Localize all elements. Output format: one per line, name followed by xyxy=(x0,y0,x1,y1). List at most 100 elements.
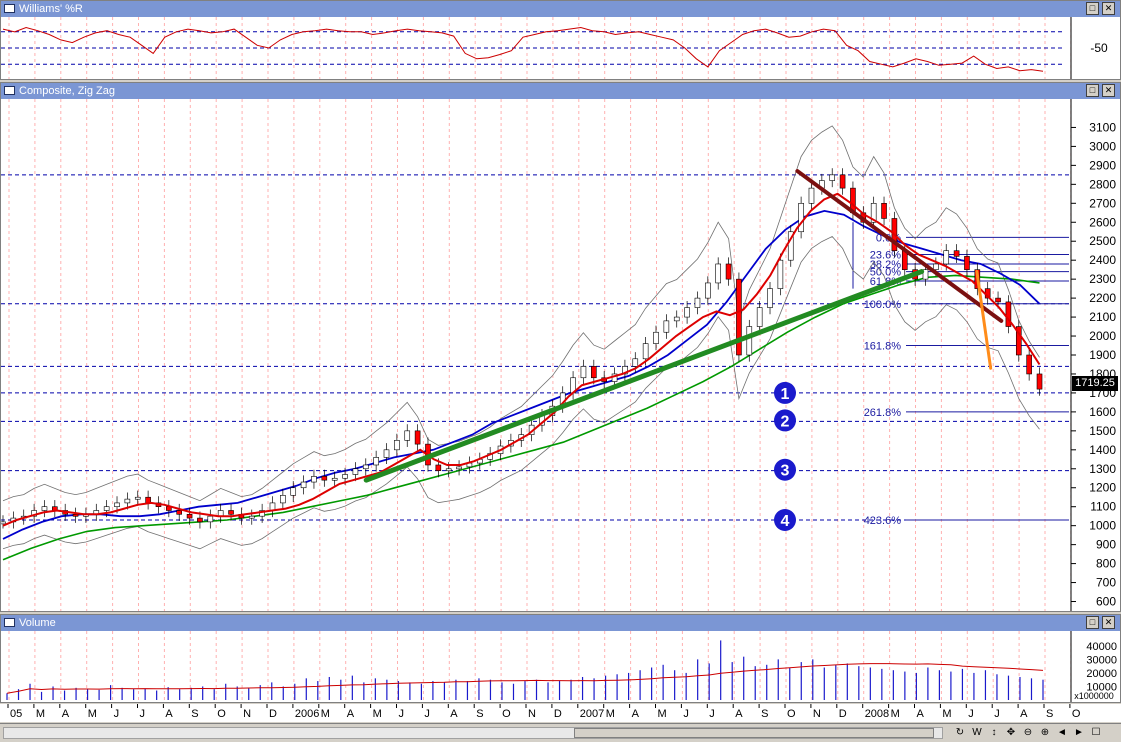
close-button[interactable]: ✕ xyxy=(1102,2,1115,15)
options-icon[interactable]: ☐ xyxy=(1091,727,1101,738)
candle-body xyxy=(642,343,649,360)
horizontal-scrollbar[interactable] xyxy=(3,727,943,739)
date-tick-label: A xyxy=(62,708,70,720)
volume-pane: Volume □ ✕ x1000000 10000 20000 30000 40000 xyxy=(0,614,1121,703)
candle-body xyxy=(756,307,763,327)
pane-menu-icon[interactable] xyxy=(4,4,15,13)
date-tick-label: J xyxy=(683,708,689,720)
target-label: 4 xyxy=(781,513,790,530)
date-tick-label: A xyxy=(450,708,458,720)
date-tick-label: M xyxy=(942,708,951,720)
price-tick-label: 2800 xyxy=(1089,177,1116,191)
price-tick-label: 900 xyxy=(1096,538,1116,552)
candle-body xyxy=(228,510,234,515)
composite-title: Composite, Zig Zag xyxy=(19,85,115,97)
volume-title: Volume xyxy=(19,617,56,629)
price-tick-label: 1900 xyxy=(1089,348,1116,362)
brown-trendline xyxy=(795,169,1004,323)
composite-pane: Composite, Zig Zag □ ✕ 600 700 800 900 1000 1… xyxy=(0,82,1121,612)
candle-body xyxy=(663,320,670,333)
date-tick-label: A xyxy=(1020,708,1028,720)
restore-button[interactable]: □ xyxy=(1086,84,1099,97)
pan-vertical-icon[interactable]: ↕ xyxy=(991,727,997,738)
price-tick-label: 2900 xyxy=(1089,158,1116,172)
target-circle xyxy=(774,508,796,531)
price-tick-label: 2600 xyxy=(1089,215,1116,229)
date-tick-label: M xyxy=(36,708,45,720)
volume-tick-label: 40000 xyxy=(1086,641,1117,653)
composite-titlebar[interactable]: Composite, Zig Zag □ ✕ xyxy=(1,83,1120,99)
ma-blue-line xyxy=(2,209,1041,540)
williams-tick-label: -50 xyxy=(1090,41,1108,55)
date-tick-label: 05 xyxy=(10,708,22,720)
candle-body xyxy=(694,297,701,308)
target-label: 2 xyxy=(781,413,790,430)
williams-titlebar[interactable]: Williams' %R □ ✕ xyxy=(1,1,1120,17)
date-tick-label: M xyxy=(373,708,382,720)
candle-body xyxy=(798,202,804,233)
candle-body xyxy=(414,430,421,445)
candle-body xyxy=(943,250,950,265)
candle-body xyxy=(767,288,773,308)
restore-button[interactable]: □ xyxy=(1086,616,1099,629)
volume-tick-label: 30000 xyxy=(1086,654,1117,666)
date-tick-label: D xyxy=(839,708,847,720)
lower-band-line xyxy=(2,236,1040,550)
date-tick-label: O xyxy=(1072,708,1081,720)
zoom-in-icon[interactable]: ⊕ xyxy=(1040,727,1050,738)
fibonacci-label: 261.8% xyxy=(864,407,902,419)
scrollbar-thumb[interactable] xyxy=(574,728,934,738)
date-tick-label: A xyxy=(632,708,640,720)
candle-body xyxy=(352,468,359,475)
pane-menu-icon[interactable] xyxy=(4,86,15,95)
date-tick-label: D xyxy=(554,708,562,720)
price-tick-label: 1100 xyxy=(1090,500,1116,514)
candle-body xyxy=(870,202,877,223)
date-tick-label: D xyxy=(269,708,277,720)
fibonacci-label: 61.8% xyxy=(870,276,901,288)
candle-body xyxy=(456,466,462,470)
candle-body xyxy=(808,187,815,204)
volume-tick-label: 20000 xyxy=(1086,668,1117,680)
date-tick-label: S xyxy=(761,708,768,720)
candle-body xyxy=(964,256,970,270)
price-tick-label: 2000 xyxy=(1089,329,1116,343)
date-tick-label: 2007 xyxy=(580,708,604,720)
close-button[interactable]: ✕ xyxy=(1102,616,1115,629)
zoom-out-icon[interactable]: ⊖ xyxy=(1023,727,1033,738)
candle-body xyxy=(746,326,753,356)
price-tick-label: 2300 xyxy=(1089,272,1116,286)
pane-menu-icon[interactable] xyxy=(4,618,15,627)
ema-red-line xyxy=(2,192,1041,527)
candle-body xyxy=(995,297,1001,303)
date-tick-label: O xyxy=(502,708,511,720)
candle-body xyxy=(725,263,732,280)
refresh-icon[interactable]: ↻ xyxy=(955,727,965,738)
target-circle xyxy=(774,381,796,404)
price-tick-label: 1600 xyxy=(1089,405,1116,419)
price-tick-label: 700 xyxy=(1096,576,1116,590)
restore-button[interactable]: □ xyxy=(1086,2,1099,15)
scroll-right-icon[interactable]: ► xyxy=(1074,727,1084,738)
date-tick-label: M xyxy=(321,708,330,720)
candle-body xyxy=(1026,354,1032,375)
bottom-toolbar: ↻ W ↕ ✥ ⊖ ⊕ ◄ ► ☐ xyxy=(0,723,1121,742)
date-tick-label: M xyxy=(891,708,900,720)
candle-body xyxy=(321,476,328,481)
volume-titlebar[interactable]: Volume □ ✕ xyxy=(1,615,1120,631)
w-icon[interactable]: W xyxy=(972,727,982,738)
last-price-label: 1719.25 xyxy=(1075,377,1115,389)
williams-line xyxy=(2,26,1044,72)
last-price-badge: 1719.25 xyxy=(1072,376,1118,391)
candle-body xyxy=(1036,373,1043,390)
price-tick-label: 3100 xyxy=(1089,120,1116,134)
candle-body xyxy=(777,259,784,289)
date-tick-label: M xyxy=(658,708,667,720)
close-button[interactable]: ✕ xyxy=(1102,84,1115,97)
pan-icon[interactable]: ✥ xyxy=(1006,727,1016,738)
scroll-left-icon[interactable]: ◄ xyxy=(1057,727,1067,738)
fibonacci-label: 100.0% xyxy=(864,299,902,311)
green-trendline xyxy=(363,269,925,483)
price-tick-label: 1400 xyxy=(1089,443,1116,457)
